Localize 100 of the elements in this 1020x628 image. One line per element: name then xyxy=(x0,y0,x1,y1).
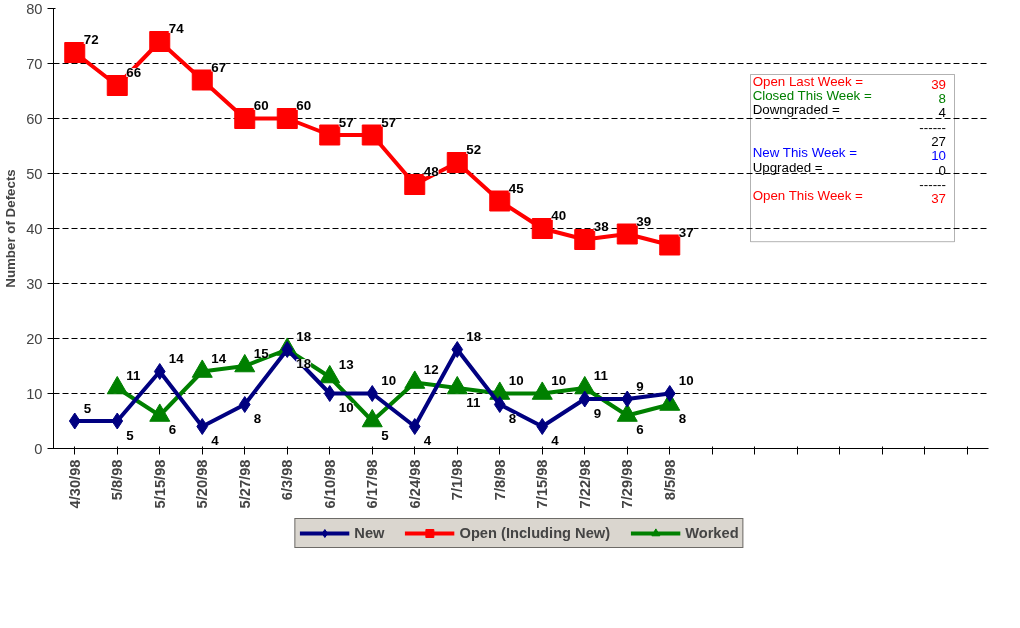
y-tick-label: 40 xyxy=(26,220,43,237)
data-label: 57 xyxy=(338,114,354,130)
data-label: 11 xyxy=(126,367,141,383)
data-label: 6 xyxy=(168,422,177,437)
data-label: 8 xyxy=(253,411,262,426)
point xyxy=(149,31,171,52)
point xyxy=(574,229,596,250)
y-tick-label: 0 xyxy=(34,440,43,457)
data-label: 38 xyxy=(593,219,609,234)
annotation: ------ xyxy=(919,119,947,135)
point xyxy=(621,390,634,408)
data-label: 9 xyxy=(593,405,602,421)
point xyxy=(404,174,426,195)
x-tick-label: 7/15/98 xyxy=(534,459,551,509)
y-tick-label: 80 xyxy=(26,0,43,17)
point xyxy=(281,341,294,358)
point xyxy=(408,418,421,435)
point xyxy=(366,385,379,402)
data-label: 10 xyxy=(551,373,567,388)
legend-label: Open (Including New) xyxy=(459,525,611,541)
point xyxy=(234,108,256,129)
data-label: 60 xyxy=(253,98,269,113)
data-label: 60 xyxy=(296,98,312,113)
point xyxy=(238,396,251,413)
data-label: 18 xyxy=(296,356,312,371)
x-tick-label: 4/30/98 xyxy=(66,459,83,509)
point xyxy=(106,75,128,96)
point xyxy=(196,418,209,435)
point xyxy=(616,223,638,245)
data-label: 18 xyxy=(466,329,482,344)
data-label: 8 xyxy=(508,411,517,426)
data-label: 67 xyxy=(211,59,227,75)
x-tick-label: 6/24/98 xyxy=(406,459,423,509)
text: Downgraded = 4 xyxy=(752,102,947,121)
data-label: 14 xyxy=(168,351,185,366)
point xyxy=(276,108,298,129)
data-label: 13 xyxy=(338,356,354,372)
data-label: 72 xyxy=(83,32,99,47)
point xyxy=(323,385,336,402)
data-label: 11 xyxy=(466,394,481,410)
data-label: 10 xyxy=(508,373,524,388)
data-label: 6 xyxy=(636,422,644,437)
x-tick-label: 5/20/98 xyxy=(194,459,211,509)
data-label: 45 xyxy=(508,180,525,196)
point xyxy=(191,69,213,91)
point xyxy=(659,234,681,256)
data-label: 10 xyxy=(678,373,694,388)
data-label: 14 xyxy=(211,351,227,366)
y-axis-title: Number of Defects xyxy=(3,169,19,288)
point xyxy=(451,341,464,358)
x-tick-label: 7/1/98 xyxy=(449,459,466,501)
point xyxy=(663,385,676,402)
data-label: 8 xyxy=(678,411,687,426)
point xyxy=(536,418,549,435)
data-label: 5 xyxy=(381,427,390,443)
y-tick-label: 30 xyxy=(26,275,43,292)
data-label: 18 xyxy=(296,329,312,344)
data-label: 39 xyxy=(636,213,652,229)
x-tick-label: 8/5/98 xyxy=(661,459,678,501)
legend-label: Worked xyxy=(685,525,739,541)
y-tick-label: 70 xyxy=(26,55,43,72)
point xyxy=(319,124,341,146)
data-label: 5 xyxy=(126,427,135,443)
x-tick-label: 7/22/98 xyxy=(576,459,593,509)
point xyxy=(68,412,81,430)
data-label: 9 xyxy=(636,378,644,394)
text: Open Last Week = 39 xyxy=(752,73,946,92)
data-label: 4 xyxy=(423,433,432,448)
point xyxy=(489,190,511,212)
x-tick-label: 6/10/98 xyxy=(321,459,338,509)
y-tick-label: 20 xyxy=(26,330,43,347)
point xyxy=(446,152,468,173)
data-label: 37 xyxy=(678,224,694,240)
point xyxy=(493,396,506,413)
data-label: 57 xyxy=(381,114,397,130)
data-label: 11 xyxy=(593,367,609,383)
data-label: 5 xyxy=(83,400,92,416)
data-label: 12 xyxy=(423,362,439,377)
legend-label: New xyxy=(354,525,385,541)
data-label: 66 xyxy=(126,65,142,80)
y-tick-label: 50 xyxy=(26,165,43,182)
x-tick-label: 6/3/98 xyxy=(279,459,296,501)
data-label: 4 xyxy=(211,433,220,448)
y-tick-label: 10 xyxy=(26,385,43,402)
x-tick-label: 5/27/98 xyxy=(236,459,253,509)
point xyxy=(578,390,591,408)
point xyxy=(111,412,124,430)
data-label: 74 xyxy=(168,21,185,36)
point xyxy=(531,218,553,239)
x-tick-label: 7/29/98 xyxy=(619,459,636,509)
data-label: 10 xyxy=(338,400,354,415)
data-label: 48 xyxy=(423,164,439,179)
x-tick-label: 5/15/98 xyxy=(151,459,168,509)
x-tick-label: 6/17/98 xyxy=(364,459,381,509)
x-tick-label: 5/8/98 xyxy=(109,459,126,501)
data-label: 10 xyxy=(381,373,397,388)
data-label: 4 xyxy=(551,433,560,448)
point xyxy=(361,124,383,146)
x-tick-label: 7/8/98 xyxy=(491,459,508,501)
point xyxy=(64,42,86,63)
